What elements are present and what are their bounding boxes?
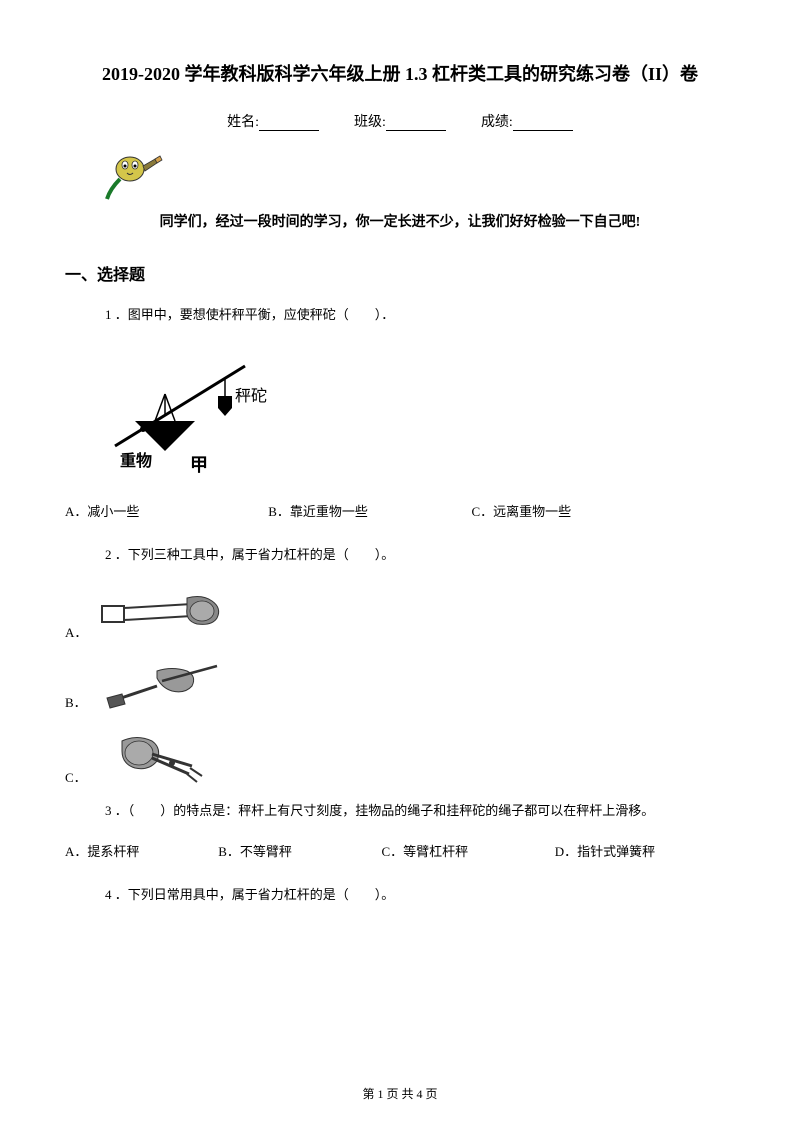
page-footer: 第 1 页 共 4 页 — [0, 1085, 800, 1102]
q1-options: A．减小一些 B．靠近重物一些 C．远离重物一些 — [65, 501, 735, 520]
class-blank — [386, 117, 446, 131]
q2-option-b-icon — [97, 656, 227, 711]
q3-option-b: B．不等臂秤 — [218, 841, 378, 860]
q2-option-b-label: B． — [65, 692, 87, 711]
score-blank — [513, 117, 573, 131]
q3-option-c: C．等臂杠杆秤 — [382, 841, 552, 860]
q1-option-c: C．远离重物一些 — [472, 501, 672, 520]
fig-label-counterweight: 秤砣 — [235, 387, 267, 405]
q1-figure: 秤砣 重物 甲 — [105, 346, 735, 481]
q1-option-a: A．减小一些 — [65, 501, 265, 520]
question-1: 1 ．图甲中，要想使杆秤平衡，应使秤砣（ ）． — [105, 305, 735, 326]
fig-caption: 甲 — [190, 455, 208, 475]
q2-option-a-row: A． — [65, 586, 735, 641]
q2-option-c-label: C． — [65, 767, 87, 786]
question-2: 2 ．下列三种工具中，属于省力杠杆的是（ ）。 — [105, 545, 735, 566]
q2-option-b-row: B． — [65, 656, 735, 711]
page-title: 2019-2020 学年教科版科学六年级上册 1.3 杠杆类工具的研究练习卷（I… — [65, 60, 735, 86]
q2-option-c-row: C． — [65, 726, 735, 786]
name-blank — [259, 117, 319, 131]
q2-option-a-icon — [97, 586, 237, 641]
q3-option-a: A．提系杆秤 — [65, 841, 215, 860]
encourage-text: 同学们，经过一段时间的学习，你一定长进不少，让我们好好检验一下自己吧! — [65, 211, 735, 231]
mascot-icon — [105, 151, 735, 201]
class-label: 班级: — [354, 115, 386, 130]
score-label: 成绩: — [481, 115, 513, 130]
q3-options: A．提系杆秤 B．不等臂秤 C．等臂杠杆秤 D．指针式弹簧秤 — [65, 841, 735, 860]
section-heading: 一、选择题 — [65, 261, 735, 285]
q1-option-b: B．靠近重物一些 — [268, 501, 468, 520]
q3-option-d: D．指针式弹簧秤 — [555, 841, 705, 860]
question-3: 3 ．（ ）的特点是：秤杆上有尺寸刻度，挂物品的绳子和挂秤砣的绳子都可以在秤杆上… — [105, 801, 735, 822]
q2-option-c-icon — [97, 726, 227, 786]
question-4: 4 ．下列日常用具中，属于省力杠杆的是（ ）。 — [105, 885, 735, 906]
name-label: 姓名: — [227, 115, 259, 130]
q2-option-a-label: A． — [65, 622, 87, 641]
form-row: 姓名: 班级: 成绩: — [65, 111, 735, 131]
fig-label-weight: 重物 — [120, 451, 152, 470]
